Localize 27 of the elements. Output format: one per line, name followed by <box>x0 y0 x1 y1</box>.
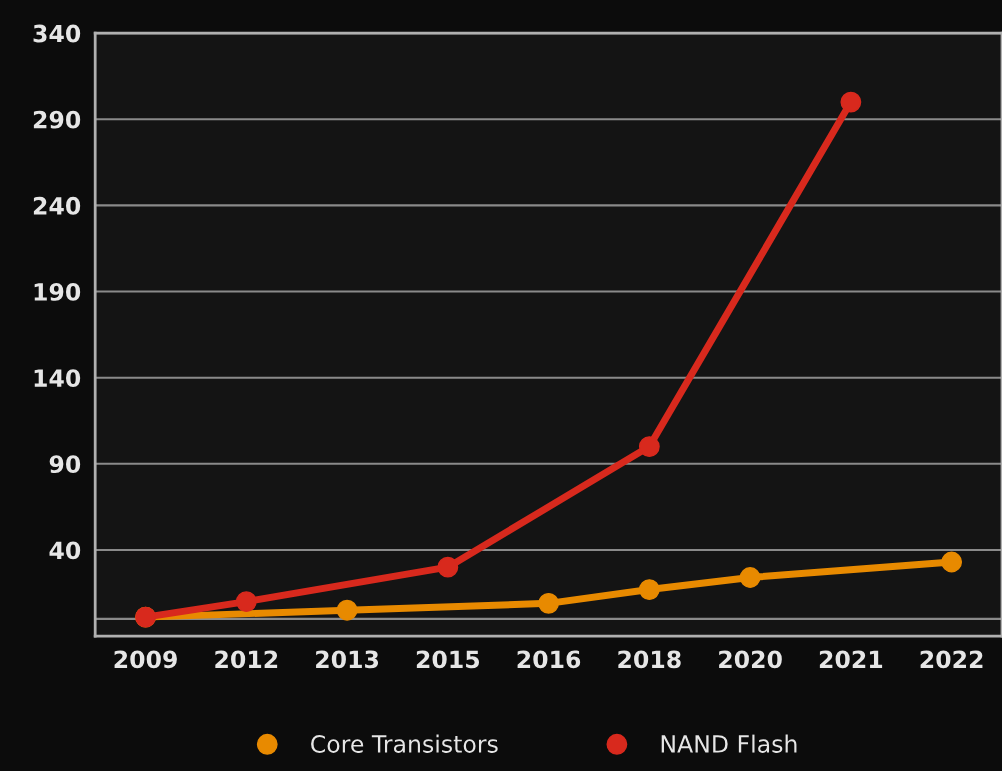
legend-label: NAND Flash <box>661 734 797 753</box>
point <box>638 436 660 458</box>
point <box>235 591 257 613</box>
x-tick-label: 2012 <box>215 650 278 669</box>
x-tick-label: 2021 <box>819 650 883 669</box>
y-tick-label: 240 <box>33 196 81 215</box>
y-tick-label: 140 <box>34 369 81 387</box>
point <box>638 579 660 600</box>
legend-label: Core Transistors <box>311 734 498 753</box>
point <box>336 599 358 621</box>
x-tick-label: 2020 <box>719 650 782 669</box>
y-tick-label: 290 <box>33 110 81 129</box>
x-tick-label: 2016 <box>517 650 581 669</box>
x-tick-label: 2015 <box>416 650 480 669</box>
point <box>840 91 862 113</box>
x-tick-label: 2018 <box>618 650 681 669</box>
point <box>739 567 761 588</box>
y-tick-label: 190 <box>34 282 81 301</box>
x-tick-label: 2022 <box>920 650 983 669</box>
point <box>437 556 459 578</box>
x-tick-label: 2009 <box>114 650 177 669</box>
y-tick-label: 90 <box>49 455 81 474</box>
y-tick-label: 340 <box>33 24 81 43</box>
point <box>941 551 963 573</box>
point <box>538 592 560 614</box>
y-tick-label: 40 <box>49 541 81 560</box>
x-tick-label: 2013 <box>316 650 379 669</box>
